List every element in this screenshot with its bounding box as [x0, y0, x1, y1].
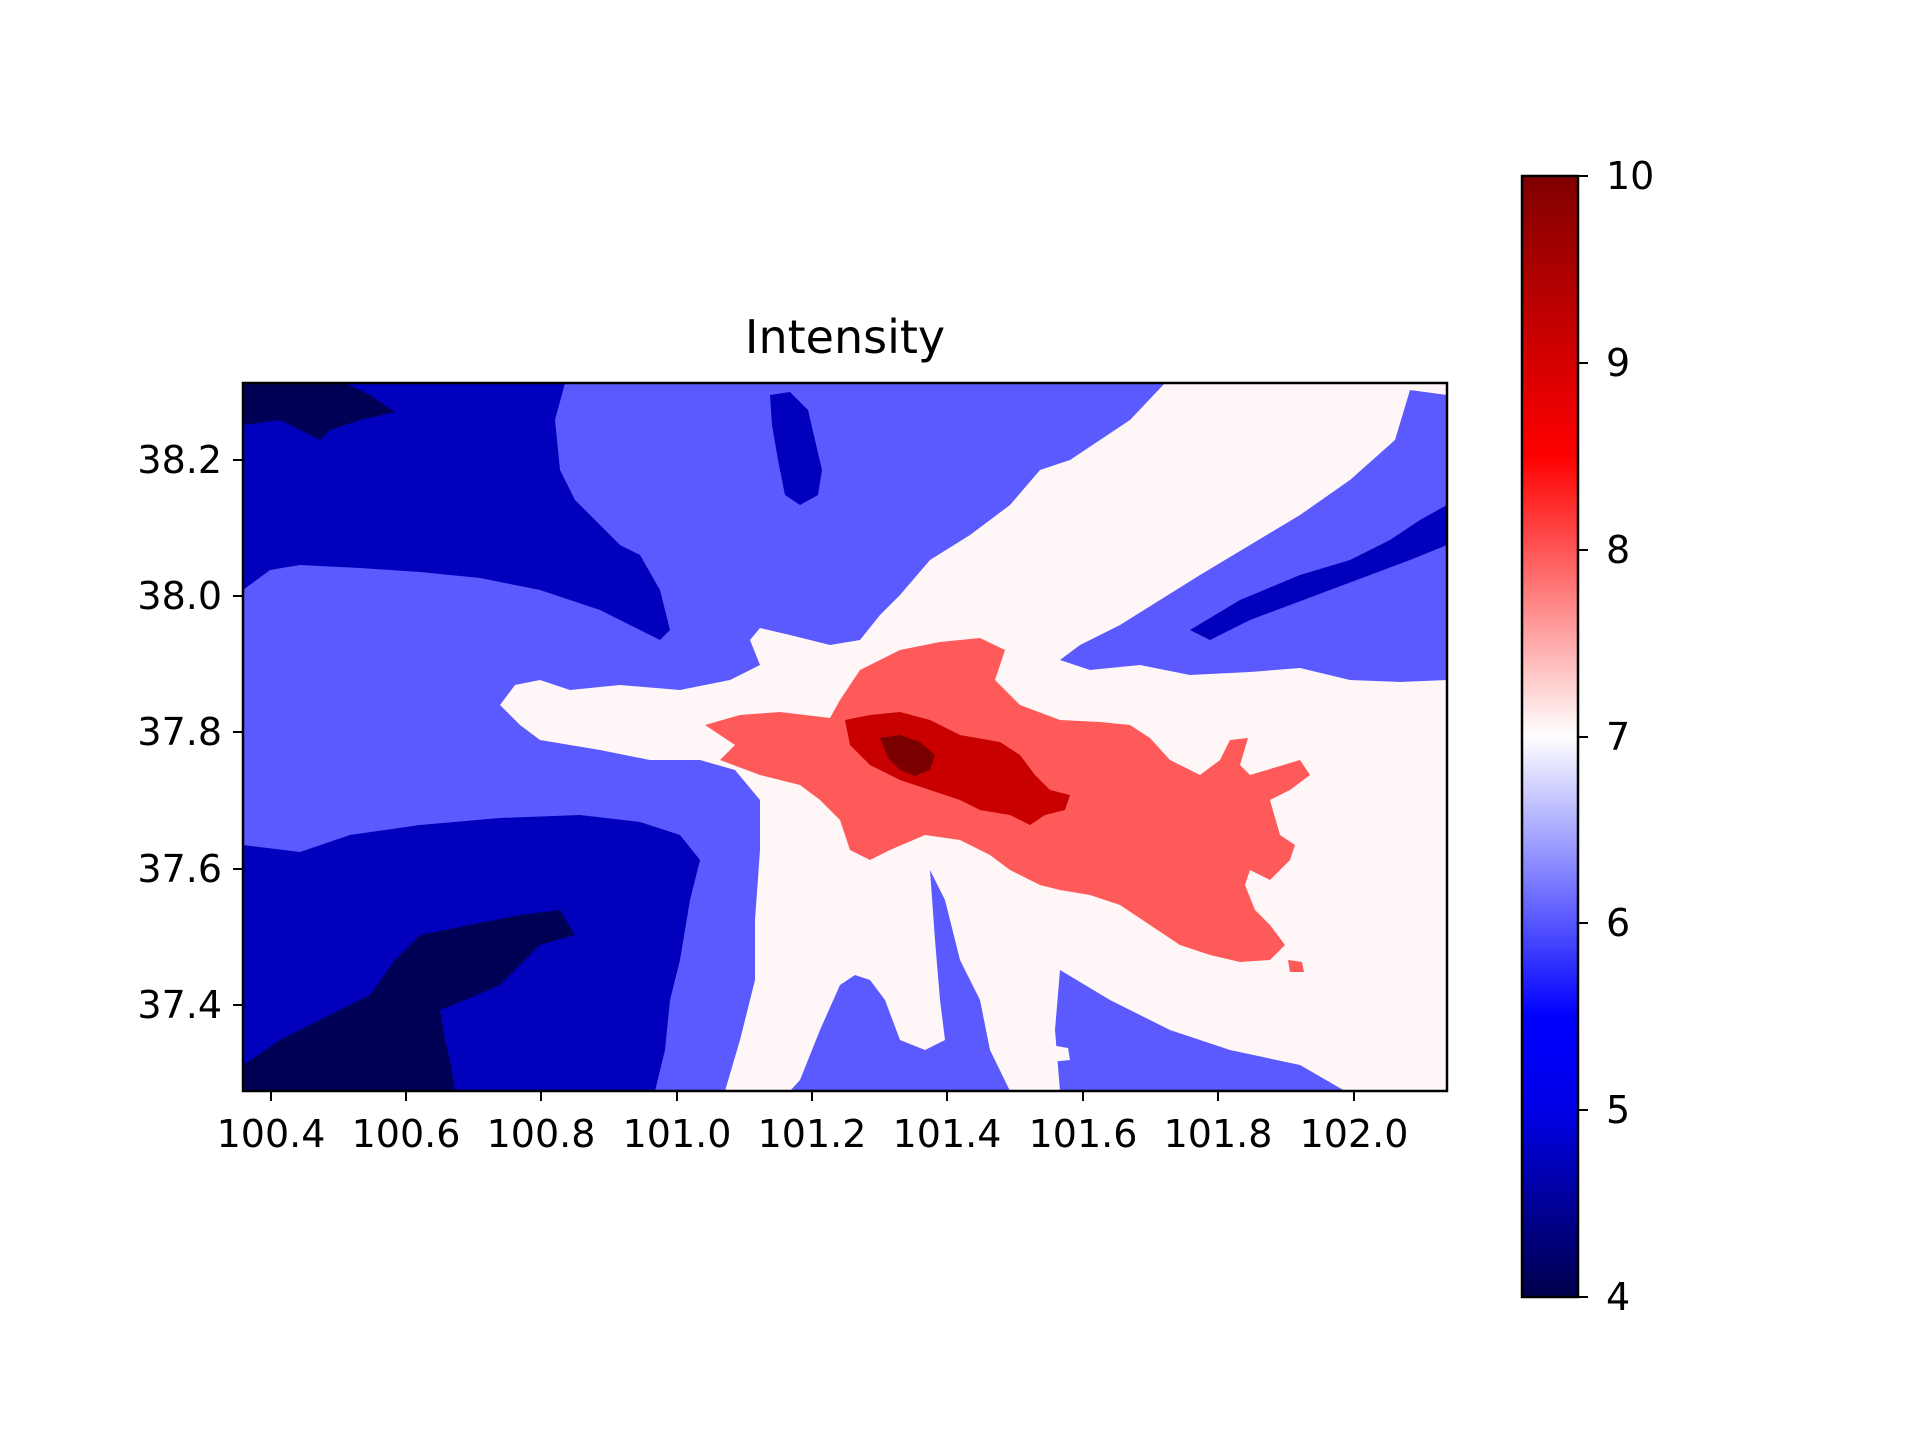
colorbar-tick-label: 6: [1606, 901, 1630, 945]
colorbar-tick-label: 5: [1606, 1088, 1630, 1132]
contour-band-5-6-inlet: [770, 392, 822, 505]
y-tick-label: 37.8: [137, 710, 222, 754]
colorbar-tick-label: 8: [1606, 528, 1630, 572]
contour-field: [243, 383, 1447, 1091]
contour-band-8-9-dot: [1288, 960, 1304, 972]
y-tick-label: 38.0: [137, 574, 222, 618]
y-tick-label: 38.2: [137, 438, 222, 482]
contour-band-4-5-southwest: [243, 910, 575, 1091]
contour-band-10-plus: [880, 735, 935, 776]
x-tick-label: 102.0: [1300, 1112, 1409, 1156]
colorbar-gradient: [1520, 174, 1580, 1299]
plot-frame: [241, 381, 1449, 1093]
chart-title: Intensity: [745, 310, 945, 364]
colorbar-tick-label: 10: [1606, 154, 1654, 198]
x-tick-label: 100.6: [352, 1112, 461, 1156]
x-tick-label: 100.8: [487, 1112, 596, 1156]
x-tick-label: 101.2: [758, 1112, 867, 1156]
y-axis-ticks: [233, 459, 243, 1006]
x-tick-label: 101.6: [1029, 1112, 1138, 1156]
colorbar-tick-label: 9: [1606, 341, 1630, 385]
colorbar-tick-label: 7: [1606, 715, 1630, 759]
y-tick-label: 37.6: [137, 847, 222, 891]
contour-band-5-6-northwest: [243, 383, 670, 640]
contour-band-4-5-northwest: [243, 383, 395, 440]
colorbar: 4 5 6 7 8 9 10: [1520, 154, 1654, 1319]
x-tick-label: 100.4: [217, 1112, 326, 1156]
y-tick-label: 37.4: [137, 983, 222, 1027]
y-axis-labels: 37.4 37.6 37.8 38.0 38.2: [137, 438, 222, 1027]
contour-band-5-6-northeast-streaks: [1190, 505, 1447, 640]
x-tick-label: 101.8: [1164, 1112, 1273, 1156]
x-tick-label: 101.4: [893, 1112, 1002, 1156]
contour-band-7-8-lobe: [1045, 1045, 1070, 1062]
x-axis-labels: 100.4 100.6 100.8 101.0 101.2 101.4 101.…: [217, 1112, 1409, 1156]
x-axis-ticks: [270, 1091, 1355, 1101]
colorbar-tick-label: 4: [1606, 1275, 1630, 1319]
x-tick-label: 101.0: [623, 1112, 732, 1156]
